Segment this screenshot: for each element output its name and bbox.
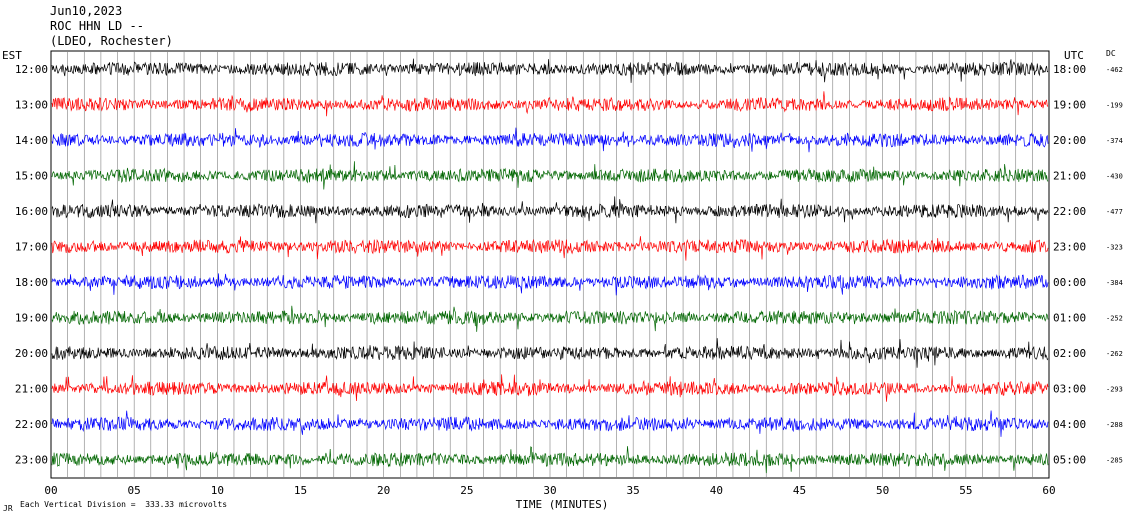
utc-hour-label: 03:00	[1053, 383, 1086, 396]
seismic-trace	[51, 273, 1049, 296]
x-tick-label: 45	[793, 484, 806, 497]
seismic-trace	[51, 446, 1049, 474]
est-hour-label: 14:00	[15, 134, 48, 147]
seismic-trace	[51, 127, 1049, 153]
est-hour-label: 22:00	[15, 418, 48, 431]
x-tick-label: 55	[959, 484, 972, 497]
dc-offset-label: -285	[1106, 457, 1123, 465]
utc-hour-label: 04:00	[1053, 418, 1086, 431]
x-tick-label: 05	[128, 484, 141, 497]
est-hour-label: 15:00	[15, 170, 48, 183]
est-hour-label: 19:00	[15, 312, 48, 325]
x-tick-label: 30	[543, 484, 556, 497]
seismic-trace	[51, 305, 1049, 332]
seismic-trace	[51, 236, 1049, 261]
seismic-trace	[51, 196, 1049, 224]
dc-offset-label: -462	[1106, 66, 1123, 74]
utc-hour-label: 23:00	[1053, 241, 1086, 254]
x-tick-label: 20	[377, 484, 390, 497]
x-tick-label: 60	[1042, 484, 1055, 497]
date-label: Jun10,2023	[50, 4, 123, 18]
x-tick-label: 35	[627, 484, 640, 497]
x-tick-label: 00	[44, 484, 57, 497]
est-axis-label: EST	[2, 49, 22, 62]
est-hour-label: 18:00	[15, 276, 48, 289]
utc-hour-label: 18:00	[1053, 63, 1086, 76]
dc-offset-label: -252	[1106, 315, 1123, 323]
station-label: ROC HHN LD --	[50, 19, 144, 33]
dc-offset-label: -323	[1106, 244, 1123, 252]
utc-hour-label: 20:00	[1053, 134, 1086, 147]
footnote: Each Vertical Division = 333.33 microvol…	[20, 500, 228, 509]
est-hour-label: 21:00	[15, 383, 48, 396]
x-axis-label: TIME (MINUTES)	[516, 498, 609, 511]
est-hour-label: 20:00	[15, 347, 48, 360]
utc-hour-label: 21:00	[1053, 170, 1086, 183]
dc-offset-label: -262	[1106, 350, 1123, 358]
seismic-trace	[51, 410, 1049, 437]
dc-offset-label: -374	[1106, 137, 1123, 145]
utc-hour-label: 22:00	[1053, 205, 1086, 218]
dc-offset-label: -293	[1106, 386, 1123, 394]
x-tick-label: 15	[294, 484, 307, 497]
utc-hour-label: 00:00	[1053, 276, 1086, 289]
seismic-trace	[51, 374, 1049, 402]
footnote-mark: JR	[3, 504, 13, 513]
dc-offset-label: -199	[1106, 102, 1123, 110]
seismic-trace	[51, 91, 1049, 117]
seismic-trace	[51, 161, 1049, 190]
est-hour-label: 16:00	[15, 205, 48, 218]
est-hour-label: 13:00	[15, 99, 48, 112]
x-tick-label: 10	[211, 484, 224, 497]
utc-axis-label: UTC	[1064, 49, 1084, 62]
seismic-trace	[51, 338, 1049, 368]
dc-offset-label: -430	[1106, 173, 1123, 181]
x-tick-label: 50	[876, 484, 889, 497]
dc-offset-label: -288	[1106, 421, 1123, 429]
network-label: (LDEO, Rochester)	[50, 34, 173, 48]
x-tick-label: 40	[710, 484, 723, 497]
dc-label: DC	[1106, 49, 1116, 58]
est-hour-label: 12:00	[15, 63, 48, 76]
dc-offset-label: -477	[1106, 208, 1123, 216]
seismic-trace	[51, 58, 1049, 83]
est-hour-label: 17:00	[15, 241, 48, 254]
dc-offset-label: -384	[1106, 279, 1123, 287]
utc-hour-label: 01:00	[1053, 312, 1086, 325]
utc-hour-label: 19:00	[1053, 99, 1086, 112]
utc-hour-label: 02:00	[1053, 347, 1086, 360]
utc-hour-label: 05:00	[1053, 454, 1086, 467]
x-tick-label: 25	[460, 484, 473, 497]
est-hour-label: 23:00	[15, 454, 48, 467]
